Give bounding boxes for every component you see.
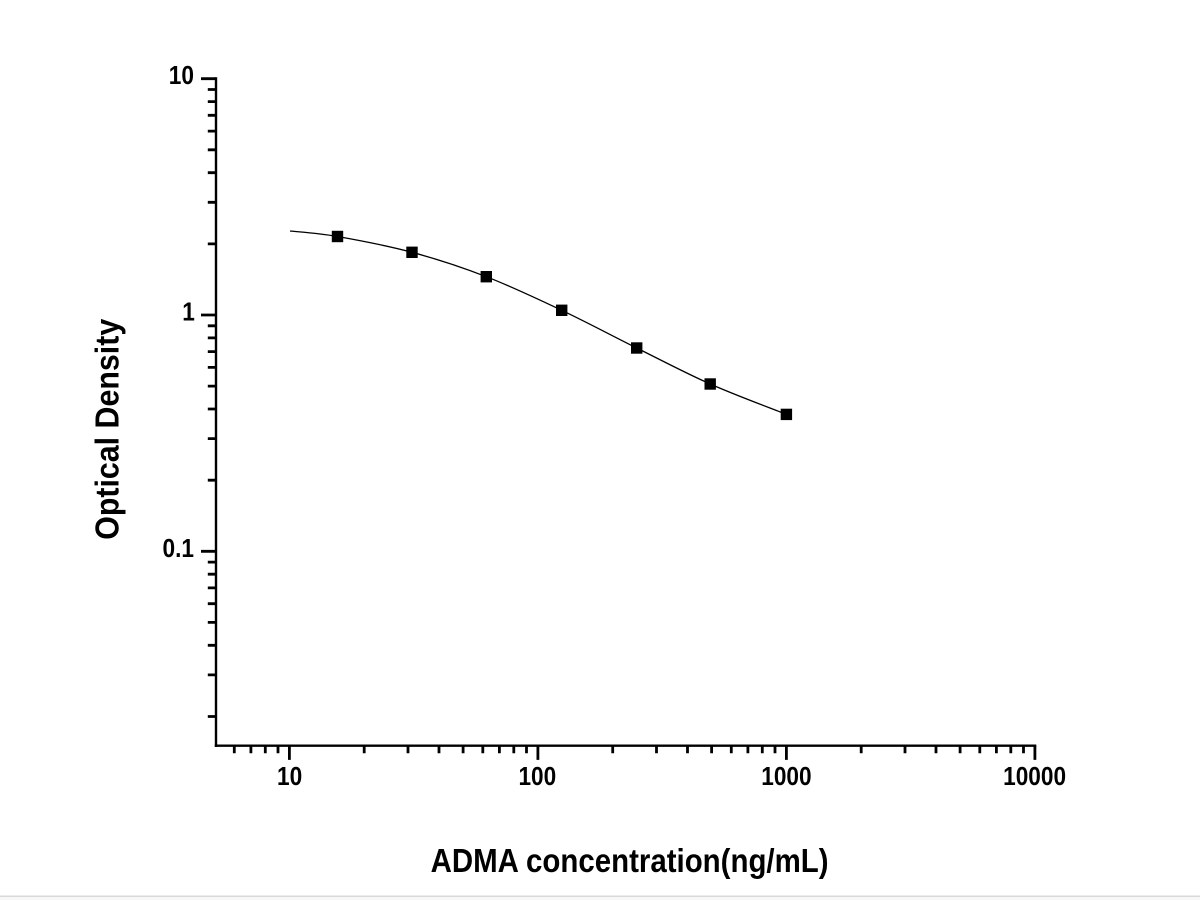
svg-text:10: 10 [169, 60, 194, 90]
svg-text:10: 10 [277, 761, 302, 791]
svg-text:0.1: 0.1 [163, 533, 195, 563]
svg-text:10000: 10000 [1003, 761, 1066, 791]
svg-text:1000: 1000 [761, 761, 811, 791]
svg-text:ADMA concentration(ng/mL): ADMA concentration(ng/mL) [431, 842, 829, 879]
svg-text:100: 100 [518, 761, 556, 791]
svg-text:1: 1 [182, 297, 195, 327]
svg-text:Optical Density: Optical Density [89, 318, 126, 540]
